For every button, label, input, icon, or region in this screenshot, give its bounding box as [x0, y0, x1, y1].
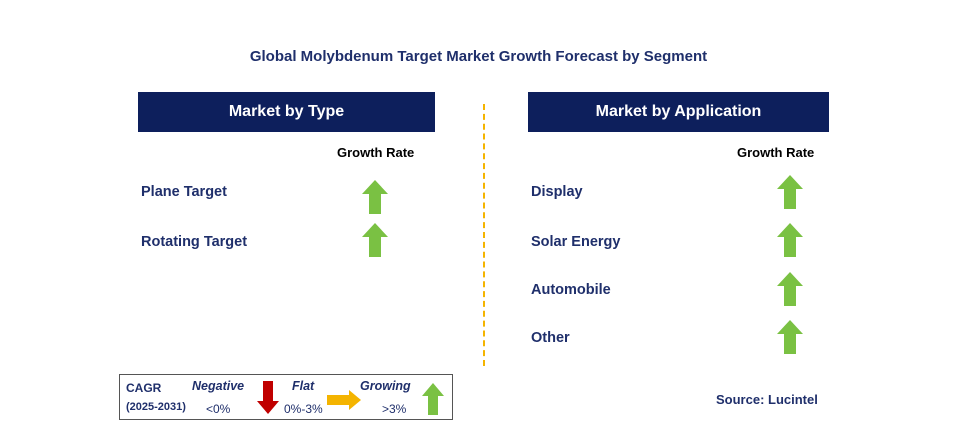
down-arrow-icon	[257, 381, 279, 414]
up-arrow-icon	[422, 383, 444, 415]
segment-other: Other	[531, 330, 570, 346]
segment-solar-energy: Solar Energy	[531, 234, 621, 250]
type-panel-header: Market by Type	[138, 92, 435, 132]
segment-automobile: Automobile	[531, 282, 611, 298]
application-growth-rate-label: Growth Rate	[737, 145, 815, 160]
application-panel-header: Market by Application	[528, 92, 829, 132]
right-arrow-icon	[327, 390, 361, 410]
legend-period: (2025-2031)	[126, 401, 186, 413]
up-arrow-icon	[362, 223, 388, 257]
segment-rotating-target: Rotating Target	[141, 234, 248, 250]
source-label: Source: Lucintel	[716, 392, 818, 407]
segment-plane-target: Plane Target	[141, 184, 227, 200]
legend-growing-label: Growing	[360, 379, 411, 393]
legend-flat-label: Flat	[292, 379, 315, 393]
chart-title: Global Molybdenum Target Market Growth F…	[249, 48, 708, 65]
panel-divider	[483, 104, 485, 366]
legend-negative-range: <0%	[206, 402, 231, 416]
up-arrow-icon	[777, 320, 803, 354]
up-arrow-icon	[777, 272, 803, 306]
type-growth-rate-label: Growth Rate	[337, 145, 415, 160]
up-arrow-icon	[777, 223, 803, 257]
up-arrow-icon	[362, 180, 388, 214]
legend-negative-label: Negative	[192, 379, 245, 393]
legend-cagr: CAGR	[126, 381, 162, 395]
legend-flat-range: 0%-3%	[284, 402, 323, 416]
up-arrow-icon	[777, 175, 803, 209]
legend-growing-range: >3%	[382, 402, 407, 416]
segment-display: Display	[531, 184, 583, 200]
cagr-legend: CAGR (2025-2031) Negative <0% Flat 0%-3%…	[119, 374, 453, 420]
